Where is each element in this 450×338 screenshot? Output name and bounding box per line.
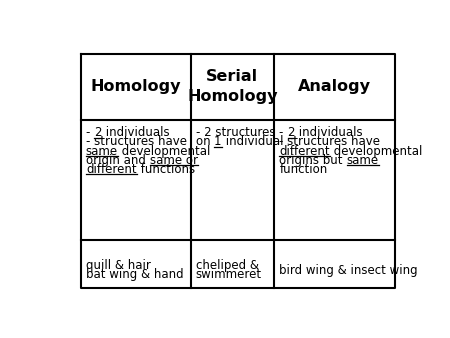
Text: cheliped &: cheliped & [196,259,259,272]
Text: function: function [279,163,328,175]
Text: Analogy: Analogy [298,79,371,94]
Text: quill & hair: quill & hair [86,259,151,272]
Text: swimmeret: swimmeret [196,268,262,281]
Text: - structures have: - structures have [279,136,380,148]
Text: same or: same or [149,153,198,167]
Text: - 2 structures: - 2 structures [196,126,275,140]
Text: different: different [279,145,330,158]
Text: functions: functions [136,163,195,175]
Text: -: - [279,126,288,140]
Text: bat wing & hand: bat wing & hand [86,268,184,281]
Text: Serial
Homology: Serial Homology [187,69,278,104]
Text: developmental: developmental [330,145,423,158]
Text: 1: 1 [214,136,222,148]
Text: origins but: origins but [279,153,346,167]
Text: developmental: developmental [118,145,211,158]
Text: different: different [86,163,136,175]
Text: - structures have: - structures have [86,136,187,148]
Text: origin and: origin and [86,153,149,167]
Text: individuals: individuals [102,126,169,140]
Text: same: same [346,153,379,167]
Text: 2: 2 [288,126,295,140]
Text: on: on [196,136,214,148]
Text: 2: 2 [94,126,102,140]
Text: bird wing & insect wing: bird wing & insect wing [279,264,418,277]
Text: individuals: individuals [295,126,363,140]
Text: Homology: Homology [90,79,181,94]
Text: same: same [86,145,118,158]
Text: -: - [86,126,94,140]
Text: individual: individual [222,136,283,148]
